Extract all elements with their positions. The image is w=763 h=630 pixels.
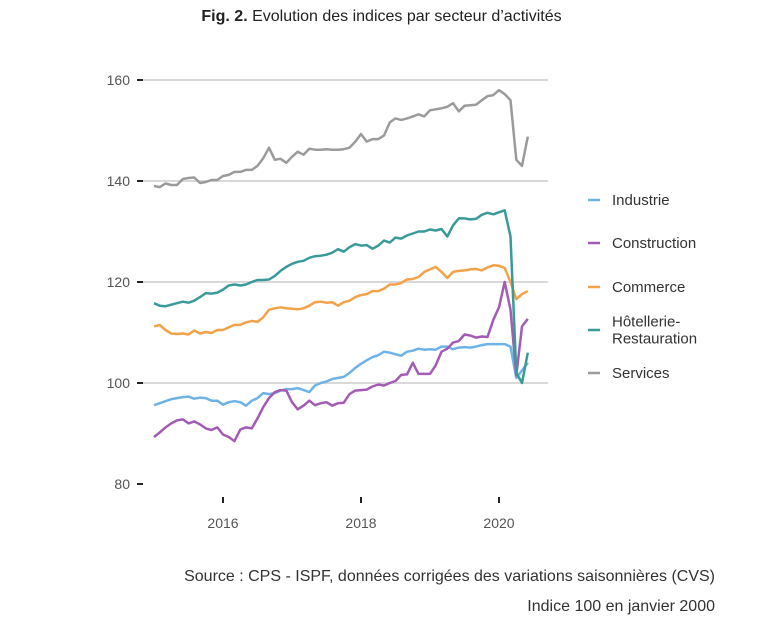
legend-label: Services (612, 365, 670, 382)
figure-number: Fig. 2. (201, 8, 248, 25)
note-text: Indice 100 en janvier 2000 (527, 598, 715, 615)
legend-label: Hôtellerie- (612, 314, 680, 331)
title-text: Evolution des indices par secteur d’acti… (252, 8, 562, 25)
legend-label: Commerce (612, 279, 685, 296)
source-text: Source : CPS - ISPF, données corrigées d… (184, 568, 715, 585)
legend-label: Construction (612, 235, 696, 252)
x-tick-label: 2020 (483, 515, 514, 531)
y-tick-label: 160 (107, 72, 131, 88)
chart-title: Fig. 2. Evolution des indices par secteu… (0, 8, 763, 26)
legend-label: Industrie (612, 192, 670, 209)
series-line-commerce (153, 264, 529, 336)
series-line-h-tellerie-restauration (153, 209, 530, 385)
legend-label: Restauration (612, 331, 697, 348)
y-tick-label: 100 (107, 375, 131, 391)
series-line-industrie (153, 342, 529, 407)
series-line-services (153, 88, 530, 189)
x-tick-label: 2016 (207, 515, 238, 531)
y-tick-label: 80 (114, 476, 130, 492)
x-tick-label: 2018 (345, 515, 376, 531)
series-line-construction (153, 280, 529, 443)
y-tick-label: 140 (107, 173, 131, 189)
y-tick-label: 120 (107, 274, 131, 290)
